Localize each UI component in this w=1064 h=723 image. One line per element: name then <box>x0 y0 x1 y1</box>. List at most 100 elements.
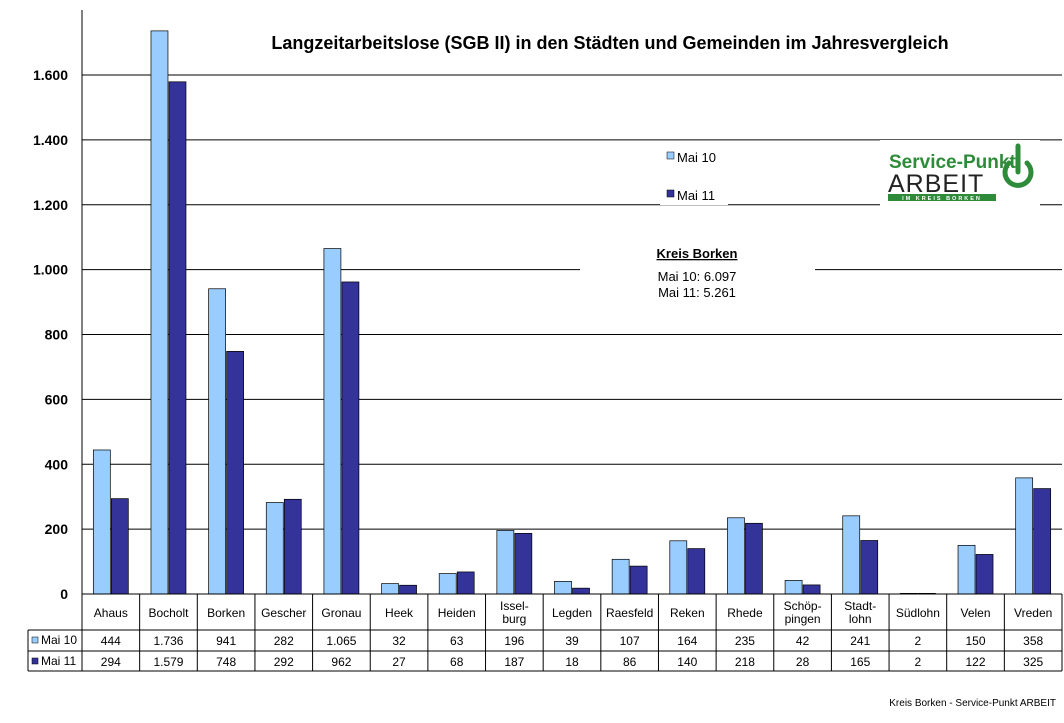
annotation-line-1: Mai 10: 6.097 <box>658 269 737 284</box>
bar-mai11 <box>456 571 475 595</box>
category-label: Heiden <box>438 606 476 620</box>
category-label: Raesfeld <box>606 606 653 620</box>
table-cell: 962 <box>331 655 351 669</box>
data-table: Mai 10 444 1.736 941 282 1.065 32 63 196 39 107 164… <box>27 594 1063 672</box>
logo-text-service-punkt: Service-Punkt <box>889 152 1016 173</box>
y-tick-label: 200 <box>45 521 69 537</box>
table-cell: 282 <box>274 634 294 648</box>
bar-mai11 <box>860 540 879 595</box>
bar-mai11 <box>341 281 360 595</box>
category-label: Südlohn <box>896 606 940 620</box>
bar-mai10 <box>611 558 630 595</box>
table-cell: 444 <box>101 634 121 648</box>
chart-title: Langzeitarbeitslose (SGB II) in den Städ… <box>271 33 948 53</box>
y-tick-label: 800 <box>45 327 69 343</box>
table-cell: 68 <box>450 655 464 669</box>
bar-mai10 <box>208 288 226 595</box>
bar-mai10 <box>1015 477 1034 595</box>
logo-text-kreis: IM KREIS BORKEN <box>902 196 982 202</box>
footer-credit: Kreis Borken - Service-Punkt ARBEIT <box>889 698 1056 709</box>
table-cell: 218 <box>735 655 755 669</box>
category-label: Legden <box>552 606 592 620</box>
bar-mai11 <box>975 554 994 595</box>
table-cell: 42 <box>796 634 810 648</box>
logo-band <box>888 194 996 201</box>
axes <box>81 10 1062 671</box>
category-label: Schöp-pingen <box>784 599 822 626</box>
category-label: Bocholt <box>148 606 189 620</box>
bar-mai11 <box>283 498 302 595</box>
bar-mai11 <box>687 548 706 595</box>
bars <box>92 30 1052 595</box>
category-label: Ahaus <box>94 606 128 620</box>
category-label: Stadt-lohn <box>844 599 876 626</box>
table-cell: 941 <box>216 634 236 648</box>
table-cell: 122 <box>966 655 986 669</box>
table-cell: 140 <box>677 655 697 669</box>
table-cell: 187 <box>504 655 524 669</box>
table-series-swatch <box>31 636 39 644</box>
table-cell: 39 <box>565 634 579 648</box>
table-cell: 2 <box>915 655 922 669</box>
bar-mai10 <box>784 580 803 595</box>
annotation-box <box>580 240 815 302</box>
table-series-swatch <box>31 657 39 665</box>
legend-swatch-mai10 <box>666 151 675 160</box>
y-tick-labels: 0 200 400 600 800 1.000 1.200 1.400 1.600 <box>33 67 68 602</box>
table-cell: 63 <box>450 634 464 648</box>
bar-mai10 <box>957 544 976 595</box>
bar-mai10 <box>381 583 399 595</box>
y-tick-label: 400 <box>45 456 69 472</box>
bar-mai11 <box>745 522 763 595</box>
bar-mai10 <box>496 530 515 595</box>
y-tick-label: 1.000 <box>33 262 68 278</box>
table-cell: 18 <box>565 655 579 669</box>
bar-mai11 <box>399 584 417 595</box>
bar-mai11 <box>1033 488 1052 595</box>
category-labels: Ahaus Bocholt Borken Gescher Gronau Heek Heide… <box>94 599 1052 626</box>
service-punkt-logo: Service-Punkt ARBEIT IM KREIS BORKEN <box>880 140 1040 206</box>
bar-mai10 <box>727 517 745 595</box>
category-label: Velen <box>961 606 991 620</box>
category-label: Heek <box>385 606 414 620</box>
table-cell: 32 <box>392 634 406 648</box>
table-cell: 235 <box>735 634 755 648</box>
table-cell: 107 <box>620 634 640 648</box>
table-cell: 86 <box>623 655 637 669</box>
table-cell: 358 <box>1023 634 1043 648</box>
bar-mai10 <box>150 30 169 595</box>
table-cell: 748 <box>216 655 236 669</box>
table-cell: 27 <box>392 655 406 669</box>
table-cell: 294 <box>101 655 121 669</box>
y-tick-label: 0 <box>60 586 68 602</box>
legend-label-mai11: Mai 11 <box>677 188 715 203</box>
table-series-label: Mai 11 <box>41 654 76 668</box>
bar-mai10 <box>554 580 572 595</box>
y-tick-label: 1.600 <box>33 67 68 83</box>
table-cell: 241 <box>850 634 870 648</box>
category-label: Gescher <box>261 606 306 620</box>
y-tick-label: 600 <box>45 391 69 407</box>
table-cell: 292 <box>274 655 294 669</box>
bar-mai11 <box>514 532 533 595</box>
table-cell: 164 <box>677 634 697 648</box>
category-label: Gronau <box>321 606 361 620</box>
bar-mai11 <box>802 584 821 595</box>
annotation-heading: Kreis Borken <box>657 246 738 261</box>
y-tick-label: 1.400 <box>33 132 68 148</box>
table-cell: 165 <box>850 655 870 669</box>
table-cell: 150 <box>966 634 986 648</box>
bar-mai10 <box>842 515 861 595</box>
table-cell: 1.065 <box>326 634 356 648</box>
bar-mai11 <box>226 351 244 595</box>
category-label: Borken <box>207 606 245 620</box>
legend: Mai 10 Mai 11 <box>660 143 728 205</box>
table-cell: 325 <box>1023 655 1043 669</box>
table-cell: 196 <box>504 634 524 648</box>
bar-mai11 <box>168 81 187 595</box>
table-cell: 2 <box>915 634 922 648</box>
power-icon <box>1002 143 1034 188</box>
table-cell: 1.736 <box>153 634 183 648</box>
legend-label-mai10: Mai 10 <box>677 150 716 165</box>
bar-mai10 <box>669 540 688 595</box>
